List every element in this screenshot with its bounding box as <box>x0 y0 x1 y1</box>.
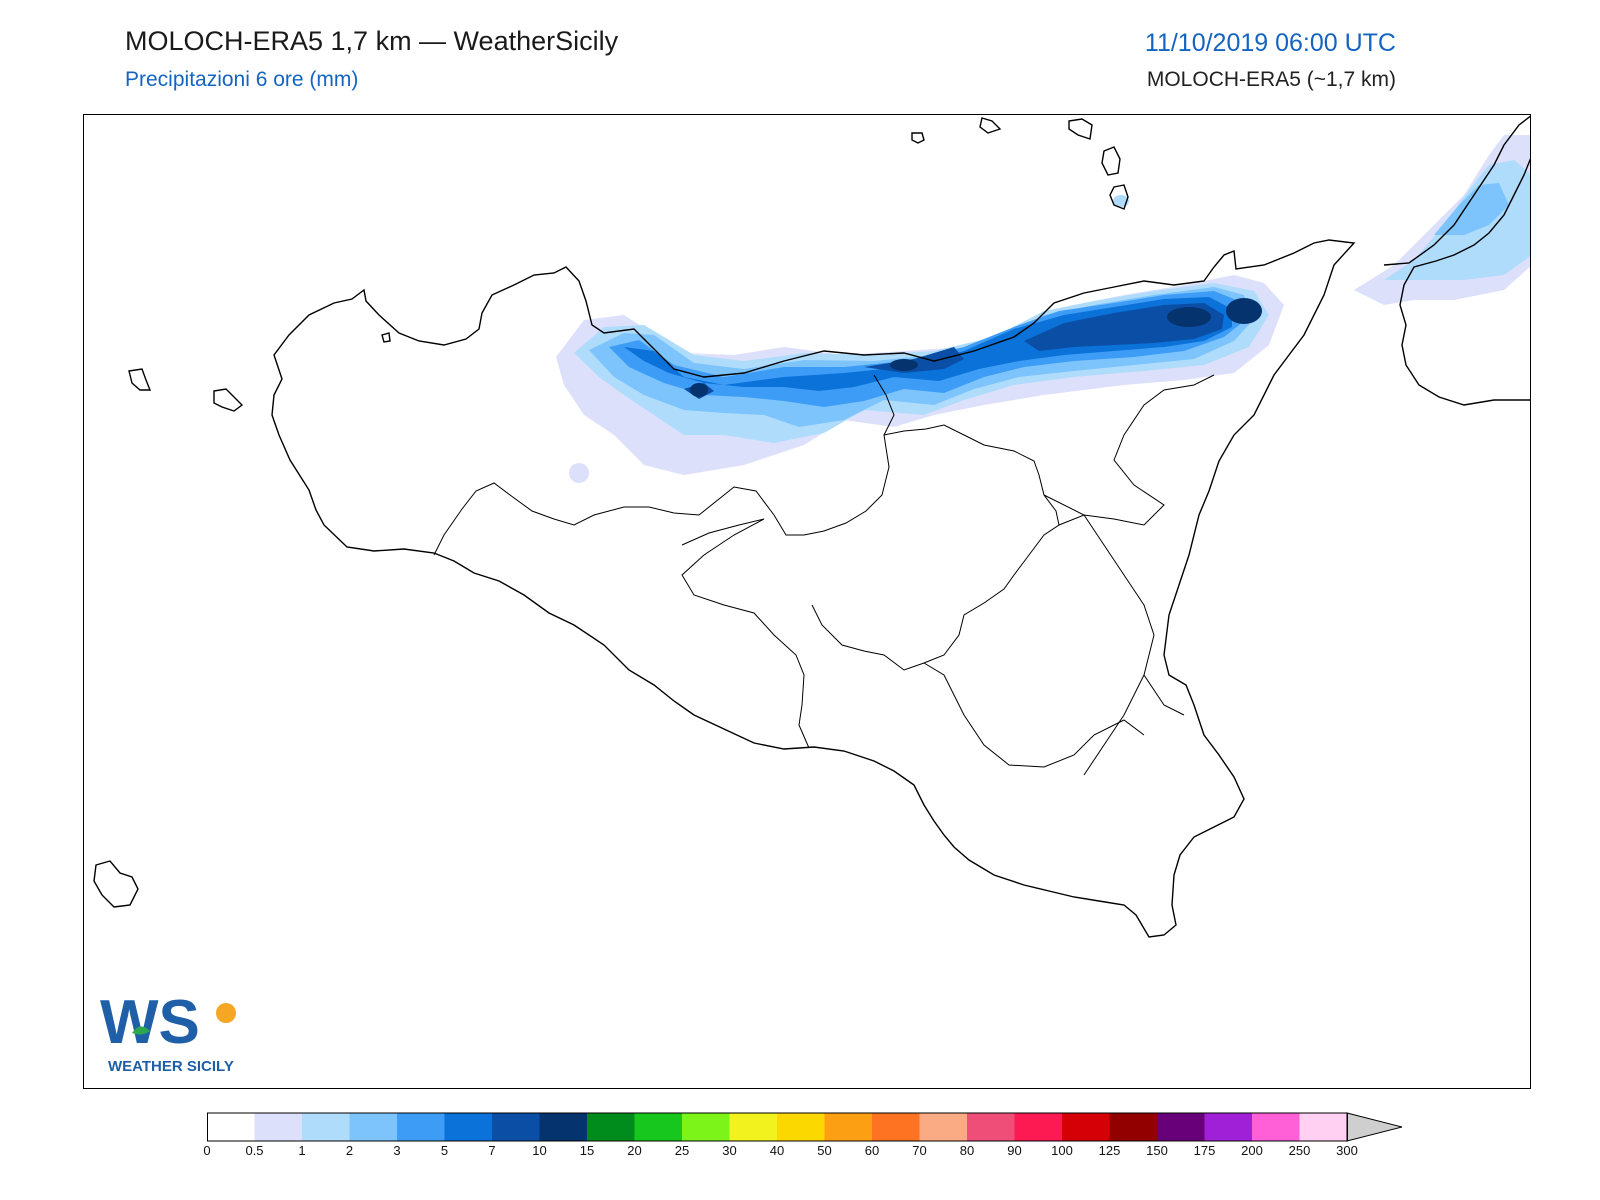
colorbar-tick-label: 50 <box>817 1143 832 1158</box>
colorbar-segment <box>777 1113 825 1141</box>
pantelleria-island <box>93 860 139 908</box>
colorbar-segment <box>302 1113 350 1141</box>
precip-patch <box>569 463 589 483</box>
ustica-island <box>381 332 391 343</box>
colorbar-segment <box>1014 1113 1062 1141</box>
province-border <box>1043 494 1185 716</box>
colorbar-tick-label: 10 <box>532 1143 547 1158</box>
colorbar-segment <box>254 1113 302 1141</box>
colorbar-segment <box>1109 1113 1157 1141</box>
colorbar-tick-label: 150 <box>1146 1143 1168 1158</box>
leaf-icon <box>132 1026 150 1035</box>
aeolian-island <box>911 132 925 144</box>
colorbar-tick-label: 175 <box>1193 1143 1216 1158</box>
sicily-coast <box>271 239 1356 938</box>
logo-text: WEATHER SICILY <box>108 1058 234 1075</box>
precip-band-7b <box>864 347 964 373</box>
colorbar-segment <box>919 1113 967 1141</box>
map-subtitle: Precipitazioni 6 ore (mm) <box>125 68 359 91</box>
colorbar-segment <box>682 1113 730 1141</box>
colorbar-tick-label: 90 <box>1007 1143 1022 1158</box>
precip-core-10c <box>890 359 918 371</box>
sun-icon <box>216 1003 236 1023</box>
province-border <box>1083 674 1145 776</box>
colorbar-segment <box>1062 1113 1110 1141</box>
calabria-coast <box>1399 158 1530 406</box>
colorbar-segment <box>1299 1113 1347 1141</box>
colorbar-segment <box>397 1113 445 1141</box>
map-canvas <box>93 115 1530 938</box>
colorbar-tick-label: 60 <box>864 1143 880 1158</box>
colorbar-segment <box>349 1113 397 1141</box>
calabria-north <box>1383 115 1530 266</box>
province-border <box>1058 374 1215 526</box>
precip-core-10d <box>690 383 708 397</box>
colorbar-tick-label: 20 <box>627 1143 642 1158</box>
colorbar-tick-label: 300 <box>1336 1143 1358 1158</box>
colorbar-tick-label: 5 <box>440 1143 449 1158</box>
province-border <box>923 662 1145 768</box>
colorbar-tick-label: 125 <box>1098 1143 1121 1158</box>
coastline <box>93 115 1530 938</box>
colorbar-tick-label: 0.5 <box>245 1143 264 1158</box>
colorbar-tick-label: 15 <box>579 1143 595 1158</box>
colorbar-tick-label: 100 <box>1051 1143 1073 1158</box>
colorbar-segment <box>872 1113 920 1141</box>
province-border <box>811 424 1060 671</box>
colorbar-tick-label: 3 <box>393 1143 401 1158</box>
map-title: MOLOCH-ERA5 1,7 km — WeatherSicily <box>125 26 619 56</box>
colorbar-segment <box>207 1113 255 1141</box>
precipitation-field <box>556 135 1530 483</box>
colorbar-tick-label: 70 <box>912 1143 927 1158</box>
colorbar-border <box>207 1112 1348 1142</box>
precip-patch <box>644 443 724 467</box>
precipitation-colorbar <box>207 1112 1403 1142</box>
colorbar-segment <box>492 1113 540 1141</box>
colorbar-segment <box>824 1113 872 1141</box>
colorbar-segment <box>587 1113 635 1141</box>
logo-letters: WS <box>100 988 200 1057</box>
colorbar-segment <box>634 1113 682 1141</box>
colorbar-tick-label: 25 <box>674 1143 690 1158</box>
weathersicily-logo: WS WEATHER SICILY <box>100 988 236 1075</box>
run-datetime: 11/10/2019 06:00 UTC <box>1144 29 1396 57</box>
colorbar-segment <box>729 1113 777 1141</box>
colorbar-segment <box>1157 1113 1205 1141</box>
colorbar-tick-label: 7 <box>488 1143 496 1158</box>
colorbar-segment <box>444 1113 492 1141</box>
province-border <box>681 518 810 749</box>
province-border <box>433 374 895 556</box>
colorbar-tick-label: 1 <box>298 1143 306 1158</box>
colorbar-extend-arrow <box>1346 1112 1403 1142</box>
colorbar-segment <box>1204 1113 1252 1141</box>
colorbar-segment <box>1252 1113 1300 1141</box>
aeolian-island <box>1068 118 1093 140</box>
egadi-island <box>213 388 244 412</box>
colorbar-tick-label: 30 <box>722 1143 737 1158</box>
colorbar-segment <box>539 1113 587 1141</box>
model-name: MOLOCH-ERA5 (~1,7 km) <box>1146 68 1396 91</box>
colorbar-tick-label: 250 <box>1288 1143 1311 1158</box>
colorbar-tick-label: 0 <box>203 1143 211 1158</box>
colorbar-tick-label: 200 <box>1241 1143 1263 1158</box>
precip-core-10 <box>1226 298 1262 324</box>
colorbar-segment <box>967 1113 1015 1141</box>
aeolian-island <box>1109 184 1129 210</box>
colorbar-tick-label: 40 <box>769 1143 785 1158</box>
precip-core-10b <box>1167 307 1211 327</box>
colorbar-tick-label: 80 <box>959 1143 975 1158</box>
colorbar-tick-label: 2 <box>345 1143 354 1158</box>
aeolian-island <box>979 117 1002 134</box>
aeolian-island <box>1101 146 1121 176</box>
egadi-island <box>128 368 152 391</box>
precip-calabria-2 <box>1434 183 1509 235</box>
map-panel <box>83 114 1531 1089</box>
